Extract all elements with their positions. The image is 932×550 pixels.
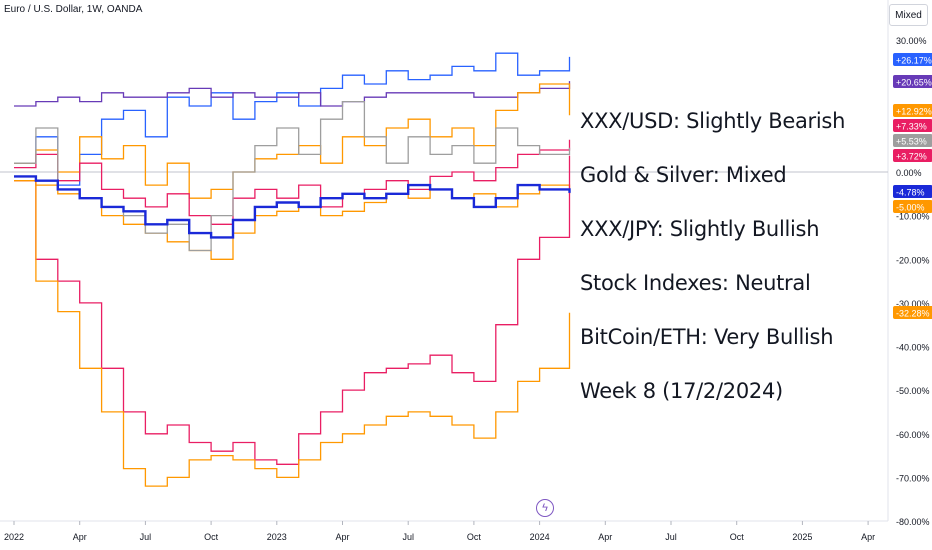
series-line [14,180,571,487]
series-line [14,81,571,107]
y-tick-label: -50.00% [896,386,930,396]
y-tick-label: -20.00% [896,255,930,265]
x-tick-label: 2025 [792,532,812,542]
y-tick-label: -80.00% [896,517,930,527]
y-tick-label: 30.00% [896,36,927,46]
svg-text:-4.78%: -4.78% [896,188,925,198]
svg-text:-32.28%: -32.28% [896,309,930,319]
x-tick-label: 2024 [530,532,550,542]
note-indexes: Stock Indexes: Neutral [580,271,811,295]
lightning-event-icon[interactable]: ϟ [536,499,554,517]
y-tick-label: 0.00% [896,168,922,178]
last-value-label: +3.72% [893,149,932,162]
last-value-label: +12.92% [893,104,932,117]
note-jpy: XXX/JPY: Slightly Bullish [580,217,820,241]
x-tick-label: 2023 [267,532,287,542]
last-value-label: +5.53% [893,134,932,147]
svg-text:+20.65%: +20.65% [896,78,932,88]
note-metals: Gold & Silver: Mixed [580,163,787,187]
svg-text:+3.72%: +3.72% [896,152,927,162]
series-line [14,139,571,225]
svg-text:+26.17%: +26.17% [896,56,932,66]
x-tick-label: Jul [665,532,677,542]
analysis-notes: XXX/USD: Slightly Bearish Gold & Silver:… [580,108,845,432]
series-line [14,175,571,260]
series-line [14,100,571,252]
last-value-label: +26.17% [893,53,932,66]
x-axis-ticks: 2022 Apr Jul Oct 2023 Apr Jul Oct 2024 Apr Jul Oct 2… [4,521,875,542]
svg-text:+7.33%: +7.33% [896,122,927,132]
last-value-label: -5.00% [893,200,932,213]
chart-title: Euro / U.S. Dollar, 1W, OANDA [4,4,143,15]
x-tick-label: Oct [204,532,219,542]
x-tick-label: 2022 [4,532,24,542]
y-axis-ticks: 30.00% 0.00% -10.00% -20.00% -30.00% -40.00% -… [896,36,930,527]
note-week: Week 8 (17/2/2024) [580,379,783,403]
y-tick-label: -60.00% [896,430,930,440]
y-tick-label: -40.00% [896,343,930,353]
y-tick-label: -70.00% [896,473,930,483]
scale-mode-button[interactable]: Mixed [889,4,928,26]
last-value-label: +20.65% [893,75,932,88]
svg-text:+12.92%: +12.92% [896,107,932,117]
y-tick-label: -10.00% [896,212,930,222]
series-layer [14,52,571,487]
x-tick-label: Jul [402,532,414,542]
x-tick-label: Oct [467,532,482,542]
x-tick-label: Apr [73,532,87,542]
note-crypto: BitCoin/ETH: Very Bullish [580,325,834,349]
last-value-label: -4.78% [893,185,932,198]
svg-text:-5.00%: -5.00% [896,203,925,213]
series-line [14,52,571,186]
svg-text:+5.53%: +5.53% [896,137,927,147]
last-value-label: -32.28% [893,306,932,319]
note-usd: XXX/USD: Slightly Bearish [580,109,846,133]
last-value-label: +7.33% [893,119,932,132]
y-tick-label: -30.00% [896,299,930,309]
x-tick-label: Apr [598,532,612,542]
x-tick-label: Oct [730,532,745,542]
last-value-labels: -4.78% +26.17% +20.65% +12.92% -5.00% +7.33% +… [893,53,932,319]
x-tick-label: Jul [140,532,152,542]
x-tick-label: Apr [861,532,875,542]
x-tick-label: Apr [335,532,349,542]
series-line [14,175,571,239]
